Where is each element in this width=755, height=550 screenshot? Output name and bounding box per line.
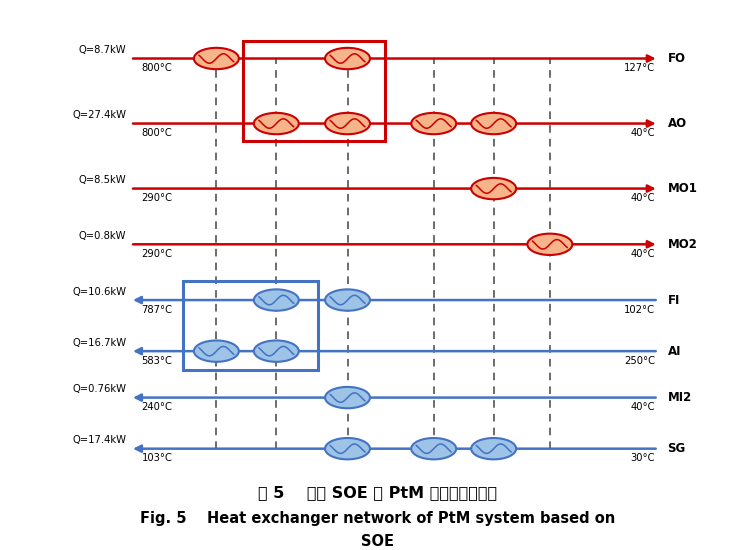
Text: 800°C: 800°C <box>141 128 172 138</box>
Text: FO: FO <box>667 52 686 65</box>
Text: Q=17.4kW: Q=17.4kW <box>72 436 126 446</box>
Text: Q=8.5kW: Q=8.5kW <box>79 175 126 185</box>
Text: 30°C: 30°C <box>630 453 655 463</box>
Text: AI: AI <box>667 345 681 358</box>
Ellipse shape <box>254 289 299 311</box>
Text: 583°C: 583°C <box>141 356 172 366</box>
Ellipse shape <box>325 48 370 69</box>
Text: Q=0.8kW: Q=0.8kW <box>79 231 126 241</box>
Ellipse shape <box>471 178 516 199</box>
Ellipse shape <box>471 438 516 459</box>
Ellipse shape <box>194 340 239 362</box>
Text: 250°C: 250°C <box>624 356 655 366</box>
Text: 290°C: 290°C <box>141 249 172 259</box>
Ellipse shape <box>325 113 370 134</box>
Ellipse shape <box>471 113 516 134</box>
Text: 787°C: 787°C <box>141 305 172 315</box>
Ellipse shape <box>411 438 456 459</box>
Ellipse shape <box>254 340 299 362</box>
Text: 40°C: 40°C <box>630 128 655 138</box>
Text: 102°C: 102°C <box>624 305 655 315</box>
Text: Q=27.4kW: Q=27.4kW <box>72 111 126 120</box>
Text: MI2: MI2 <box>667 391 692 404</box>
Ellipse shape <box>325 387 370 408</box>
Text: Q=8.7kW: Q=8.7kW <box>79 45 126 55</box>
Text: AO: AO <box>667 117 686 130</box>
Ellipse shape <box>194 48 239 69</box>
Text: 图 5    基于 SOE 的 PtM 系统换热器网络: 图 5 基于 SOE 的 PtM 系统换热器网络 <box>258 485 497 501</box>
Ellipse shape <box>325 289 370 311</box>
Ellipse shape <box>411 113 456 134</box>
Text: SOE: SOE <box>361 534 394 549</box>
Text: 40°C: 40°C <box>630 402 655 412</box>
Text: MO1: MO1 <box>667 182 698 195</box>
Text: 127°C: 127°C <box>624 63 655 73</box>
Text: 800°C: 800°C <box>141 63 172 73</box>
Text: 103°C: 103°C <box>141 453 172 463</box>
Text: Q=10.6kW: Q=10.6kW <box>72 287 126 297</box>
Text: Fig. 5    Heat exchanger network of PtM system based on: Fig. 5 Heat exchanger network of PtM sys… <box>140 511 615 526</box>
Ellipse shape <box>528 234 572 255</box>
Ellipse shape <box>254 113 299 134</box>
Ellipse shape <box>325 438 370 459</box>
Text: Q=16.7kW: Q=16.7kW <box>72 338 126 348</box>
Text: 240°C: 240°C <box>141 402 172 412</box>
Text: SG: SG <box>667 442 686 455</box>
Text: Q=0.76kW: Q=0.76kW <box>72 384 126 394</box>
Text: MO2: MO2 <box>667 238 698 251</box>
Text: FI: FI <box>667 294 680 306</box>
Text: 290°C: 290°C <box>141 193 172 203</box>
Text: 40°C: 40°C <box>630 193 655 203</box>
Text: 40°C: 40°C <box>630 249 655 259</box>
